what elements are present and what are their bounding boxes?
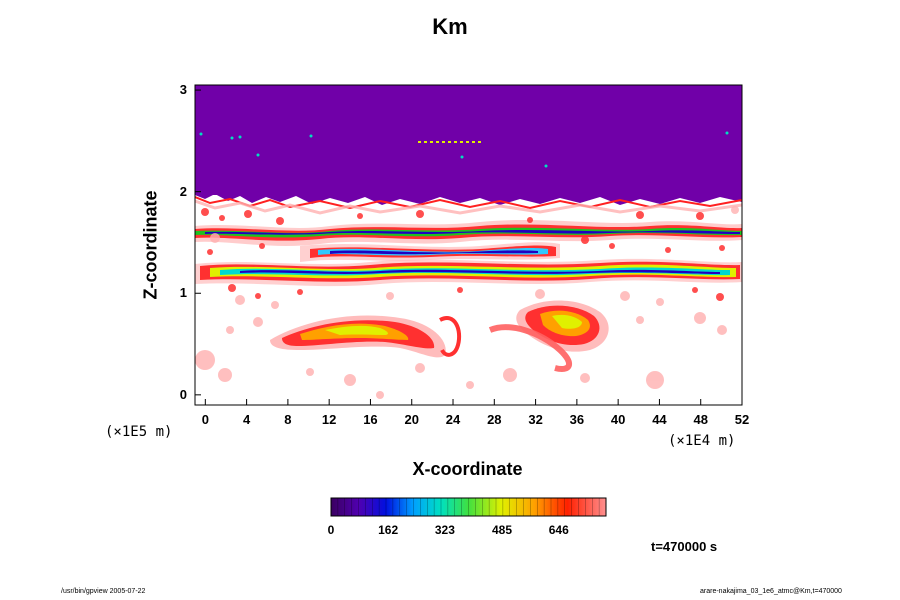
x-tick-label: 4: [242, 412, 251, 427]
x-tick-label: 16: [363, 412, 378, 427]
colorbar-tick-label: 646: [548, 523, 569, 537]
x-tick-label: 44: [652, 412, 667, 427]
x-tick-label: 20: [404, 412, 419, 427]
x-axis-label: X-coordinate: [412, 459, 523, 479]
x-tick-label: 0: [201, 412, 209, 427]
colorbar-tick-label: 0: [327, 523, 335, 537]
x-tick-label: 8: [284, 412, 292, 427]
footer-right: arare-nakajima_03_1e6_atmc@Km,t=470000: [700, 588, 842, 595]
x-tick-label: 24: [445, 412, 461, 427]
x-tick-label: 52: [734, 412, 750, 427]
time-label: t=470000 s: [651, 539, 718, 554]
x-tick-label: 48: [693, 412, 708, 427]
x-tick-label: 28: [487, 412, 502, 427]
colorbar-tick-label: 485: [491, 523, 512, 537]
x-scale-note: (×1E4 m): [668, 433, 736, 449]
colorbar-tick-label: 162: [378, 523, 399, 537]
footer-left: /usr/bin/gpview 2005-07-22: [61, 588, 146, 595]
y-tick-label: 3: [179, 82, 187, 98]
y-scale-note: (×1E5 m): [105, 424, 173, 440]
y-axis-label: Z-coordinate: [140, 190, 161, 300]
upper-layer-region: [195, 85, 742, 195]
colorbar-tick-label: 323: [434, 523, 455, 537]
plot-frame: [194, 84, 743, 406]
y-tick-label: 1: [179, 285, 187, 301]
x-tick-label: 12: [321, 412, 337, 427]
heatmap-field: [195, 85, 742, 399]
chart-title: Km: [432, 14, 468, 39]
x-tick-label: 36: [569, 412, 585, 427]
x-tick-label: 40: [610, 412, 626, 427]
colorbar-divisions: [337, 498, 600, 516]
y-tick-label: 0: [179, 386, 187, 402]
x-tick-label: 32: [528, 412, 543, 427]
x-tick-marks: [204, 399, 743, 405]
y-tick-marks: [195, 89, 201, 396]
y-tick-label: 2: [179, 183, 187, 199]
colorbar-frame: [330, 497, 607, 517]
